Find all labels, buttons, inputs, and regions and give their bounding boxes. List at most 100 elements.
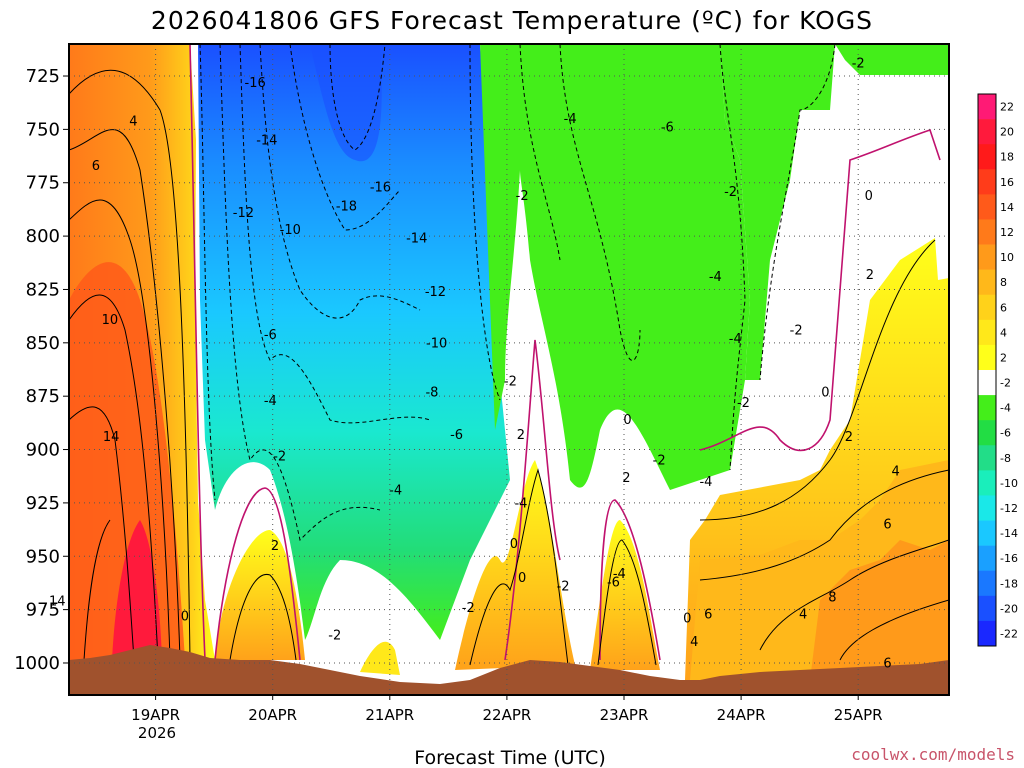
contour-label-text: 4 [892, 464, 900, 479]
y-tick-label: 750 [26, 119, 60, 140]
contour-label: 0 [683, 612, 691, 627]
contour-label: -12 [425, 285, 446, 300]
contour-label-text: 0 [510, 537, 518, 552]
warm-mound-21apr [360, 641, 400, 675]
colorbar-label: 14 [1000, 201, 1014, 214]
contour-label: 4 [892, 464, 900, 479]
contour-label: 0 [821, 385, 829, 400]
colorbar-label: -22 [1000, 627, 1018, 640]
colorbar-label: -16 [1000, 552, 1018, 565]
hot-core-left [69, 262, 185, 660]
colorbar-cell [978, 545, 996, 572]
contour-label: 8 [828, 590, 836, 605]
contour-label: 10 [102, 313, 119, 328]
colorbar-cell [978, 144, 996, 170]
colorbar-label: 20 [1000, 126, 1014, 139]
contour-label: 0 [181, 610, 189, 625]
contour-label: 14 [103, 430, 120, 445]
contour-label: 2 [517, 428, 525, 443]
colorbar-cell [978, 94, 996, 120]
contour-label: -16 [245, 76, 266, 91]
contour-label: 6 [883, 518, 891, 533]
contour-label: -6 [450, 428, 463, 443]
contour-label: -8 [425, 385, 438, 400]
colorbar-cell [978, 294, 996, 321]
contour-label: 4 [690, 635, 698, 650]
contour-label: -4 [389, 484, 402, 499]
colorbar-label: 6 [1000, 301, 1007, 314]
colorbar-label: -18 [1000, 577, 1018, 590]
contour-label: 2 [845, 430, 853, 445]
contour-label-text: -6 [264, 328, 277, 343]
contour-label-text: -2 [557, 580, 570, 595]
contour-label-text: 4 [690, 635, 698, 650]
contour-label: -2 [724, 185, 737, 200]
colorbar-cell [978, 420, 996, 446]
contour-label: 0 [865, 189, 873, 204]
x-tick-label: 22APR [482, 706, 531, 724]
x-axis-year: 2026 [138, 724, 176, 742]
contour-label-text: -16 [245, 76, 266, 91]
colorbar-cell [978, 620, 996, 647]
contour-label-text: 14 [103, 430, 120, 445]
colorbar-label: 16 [1000, 176, 1014, 189]
warm-mound-23apr [590, 520, 660, 670]
y-tick-label: 725 [26, 66, 60, 87]
contour-label-text: -4 [613, 567, 626, 582]
colorbar-cell [978, 370, 996, 396]
y-axis: 725 750 775 800 825 850 875 900 925 950 975 1000 [14, 66, 69, 674]
colorbar-label: -20 [1000, 602, 1018, 615]
x-tick-label: 25APR [834, 706, 883, 724]
contour-label-text: -2 [504, 375, 517, 390]
cold-core [310, 44, 382, 162]
contour-label-text: 2 [271, 539, 279, 554]
contour-label-text: -2 [653, 454, 666, 469]
colorbar-label: -12 [1000, 502, 1018, 515]
contour-label: -2 [504, 375, 517, 390]
contour-label: -4 [729, 332, 742, 347]
contour-label-text: -4 [264, 394, 277, 409]
x-tick-label: 24APR [717, 706, 766, 724]
y-tick-label: 900 [26, 440, 60, 461]
contour-label: -2 [653, 454, 666, 469]
colorbar-label: 10 [1000, 251, 1014, 264]
contour-label: -10 [280, 223, 301, 238]
contour-label-text: 6 [92, 159, 100, 174]
contour-label-text: -2 [737, 396, 750, 411]
contour-label-text: 0 [623, 413, 631, 428]
colorbar-cell [978, 194, 996, 220]
colorbar-cell [978, 595, 996, 622]
contour-label-text: 0 [181, 610, 189, 625]
contour-label-text: -8 [425, 385, 438, 400]
contour-label-text: -10 [280, 223, 301, 238]
contour-label: -4 [564, 112, 577, 127]
colorbar-cell [978, 570, 996, 597]
contour-label-text: -2 [273, 449, 286, 464]
colorbar-label: 8 [1000, 276, 1007, 289]
colorbar-label: -8 [1000, 452, 1011, 465]
contour-labels: -16-14-12-10-18-16-14-12-10-8-6-4-6-4-22… [49, 57, 900, 672]
contour-label: -10 [426, 336, 447, 351]
contour-label-text: -2 [790, 324, 803, 339]
contour-label: 0 [510, 537, 518, 552]
colorbar-cell [978, 495, 996, 521]
y-tick-label: 800 [26, 226, 60, 247]
x-axis: 19APR 20APR 21APR 22APR 23APR 24APR 25APR [131, 695, 883, 724]
contour-label-text: 10 [102, 313, 119, 328]
colorbar-label: 4 [1000, 326, 1007, 339]
y-tick-label: 825 [26, 279, 60, 300]
contour-label: -2 [852, 57, 865, 72]
colorbar-label: -6 [1000, 427, 1011, 440]
y-tick-label: 925 [26, 493, 60, 514]
colorbar-frame [977, 93, 997, 647]
green-region-mid [480, 44, 750, 490]
x-tick-label: 21APR [365, 706, 414, 724]
x-axis-label: Forecast Time (UTC) [414, 747, 605, 768]
colorbar-cell [978, 244, 996, 270]
colorbar-cell [978, 269, 996, 296]
contour-label-text: 8 [828, 590, 836, 605]
positive-contours [69, 69, 949, 666]
credit-text: coolwx.com/models [851, 745, 1015, 764]
contour-label: -4 [699, 475, 712, 490]
